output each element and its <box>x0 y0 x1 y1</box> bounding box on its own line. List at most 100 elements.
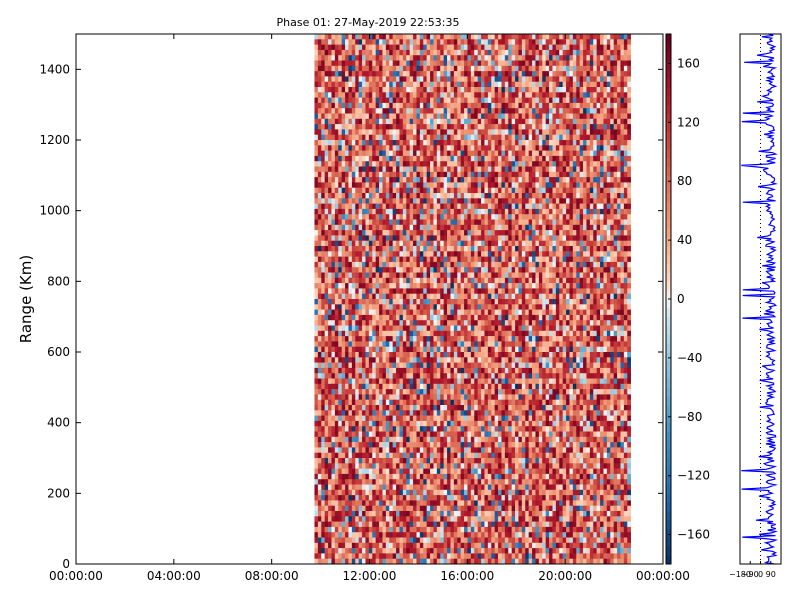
heatmap-cell <box>433 39 438 45</box>
heatmap-cell <box>416 362 421 369</box>
heatmap-cell <box>433 219 438 226</box>
heatmap-cell <box>413 97 417 104</box>
heatmap-cell <box>328 187 332 194</box>
heatmap-cell <box>365 49 370 56</box>
heatmap-cell <box>334 468 339 475</box>
heatmap-cell <box>392 92 397 98</box>
heatmap-cell <box>426 60 431 67</box>
heatmap-cell <box>382 526 387 533</box>
heatmap-cell <box>426 134 431 141</box>
heatmap-cell <box>423 420 427 427</box>
heatmap-cell <box>467 182 472 188</box>
heatmap-cell <box>419 442 424 448</box>
heatmap-cell <box>447 277 451 284</box>
heatmap-cell <box>392 526 397 533</box>
heatmap-cell <box>447 357 451 363</box>
heatmap-cell <box>392 55 397 61</box>
heatmap-cell <box>477 150 482 157</box>
heatmap-cell <box>433 214 438 220</box>
heatmap-cell <box>443 267 448 273</box>
heatmap-cell <box>362 283 366 289</box>
heatmap-cell <box>365 293 370 300</box>
heatmap-cell <box>481 320 485 326</box>
heatmap-cell <box>450 336 455 342</box>
heatmap-cell <box>447 362 451 369</box>
heatmap-cell <box>419 161 424 167</box>
heatmap-cell <box>321 447 325 453</box>
heatmap-cell <box>389 309 393 316</box>
heatmap-cell <box>348 431 353 438</box>
heatmap-cell <box>334 246 339 252</box>
heatmap-cell <box>331 235 336 241</box>
heatmap-cell <box>396 277 400 284</box>
heatmap-cell <box>409 49 414 56</box>
heatmap-cell <box>396 246 400 252</box>
heatmap-cell <box>392 341 397 347</box>
heatmap-cell <box>365 182 370 188</box>
heatmap-cell <box>372 155 376 162</box>
heatmap-cell <box>321 140 325 146</box>
heatmap-cell <box>375 394 380 400</box>
heatmap-cell <box>467 251 472 257</box>
heatmap-cell <box>355 500 359 506</box>
heatmap-cell <box>464 537 468 544</box>
heatmap-cell <box>447 81 451 88</box>
heatmap-cell <box>362 203 366 210</box>
heatmap-cell <box>453 436 458 443</box>
heatmap-cell <box>436 362 441 369</box>
heatmap-cell <box>453 500 458 506</box>
heatmap-cell <box>341 177 346 183</box>
heatmap-cell <box>368 420 373 427</box>
heatmap-cell <box>396 55 400 61</box>
heatmap-cell <box>321 373 325 379</box>
heatmap-cell <box>389 325 393 332</box>
heatmap-cell <box>372 299 376 305</box>
heatmap-cell <box>457 463 461 469</box>
heatmap-cell <box>464 182 468 188</box>
heatmap-cell <box>382 463 387 469</box>
heatmap-cell <box>351 145 356 151</box>
heatmap-cell <box>399 330 404 337</box>
heatmap-cell <box>477 558 482 565</box>
heatmap-cell <box>481 420 485 427</box>
heatmap-cell <box>402 293 407 300</box>
heatmap-cell <box>467 378 472 385</box>
heatmap-cell <box>348 150 353 157</box>
heatmap-cell <box>409 293 414 300</box>
heatmap-cell <box>321 463 325 469</box>
heatmap-cell <box>430 489 434 496</box>
heatmap-cell <box>477 495 482 501</box>
heatmap-cell <box>450 240 455 247</box>
heatmap-cell <box>460 505 465 512</box>
heatmap-cell <box>440 410 444 416</box>
heatmap-cell <box>443 124 448 130</box>
heatmap-cell <box>334 463 339 469</box>
heatmap-cell <box>382 161 387 167</box>
heatmap-cell <box>416 410 421 416</box>
heatmap-cell <box>338 92 342 98</box>
heatmap-cell <box>331 511 336 517</box>
heatmap-cell <box>409 187 414 194</box>
heatmap-cell <box>355 521 359 528</box>
heatmap-cell <box>399 548 404 554</box>
heatmap-cell <box>474 87 478 93</box>
heatmap-cell <box>392 87 397 93</box>
heatmap-cell <box>409 505 414 512</box>
heatmap-cell <box>416 187 421 194</box>
heatmap-cell <box>338 251 342 257</box>
heatmap-cell <box>382 272 387 279</box>
heatmap-cell <box>430 452 434 459</box>
heatmap-cell <box>433 532 438 538</box>
heatmap-cell <box>453 134 458 141</box>
heatmap-cell <box>402 415 407 422</box>
heatmap-cell <box>341 171 346 178</box>
heatmap-cell <box>406 336 410 342</box>
heatmap-cell <box>365 473 370 480</box>
heatmap-cell <box>375 500 380 506</box>
heatmap-cell <box>331 521 336 528</box>
heatmap-cell <box>433 283 438 289</box>
heatmap-cell <box>396 436 400 443</box>
heatmap-cell <box>328 473 332 480</box>
heatmap-cell <box>389 208 393 215</box>
heatmap-cell <box>409 256 414 263</box>
